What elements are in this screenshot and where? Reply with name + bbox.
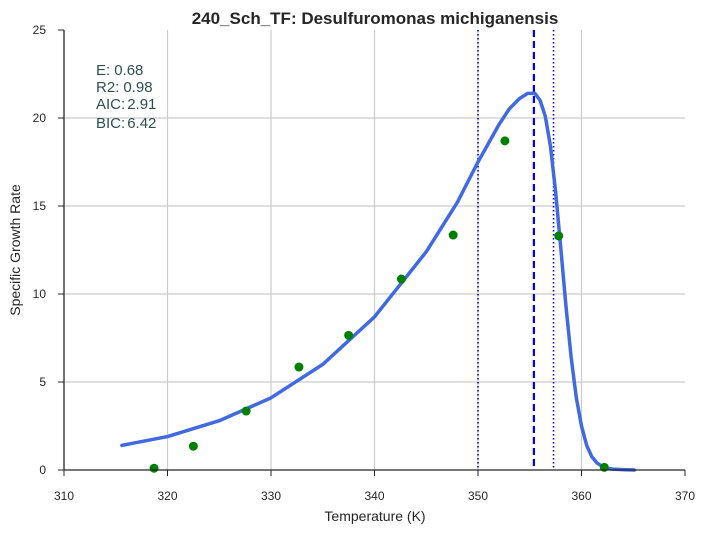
y-tick-label: 20: [33, 111, 47, 125]
data-point: [396, 274, 406, 284]
svg-text:E:0.68: E: 0.68: [96, 62, 143, 79]
stat-e-label: E:: [96, 62, 110, 79]
data-point: [448, 230, 458, 240]
svg-text:R2:0.98: R2: 0.98: [96, 79, 153, 96]
reference-lines: [477, 30, 555, 470]
data-point: [344, 330, 354, 340]
data-point: [500, 136, 510, 146]
data-point: [149, 463, 159, 473]
stat-bic-value: 6.42: [127, 115, 156, 132]
y-tick-label: 0: [39, 463, 46, 477]
stat-e-value: 0.68: [114, 62, 143, 79]
stat-aic-label: AIC:: [96, 96, 125, 113]
x-tick-label: 360: [571, 489, 591, 503]
data-point: [241, 406, 251, 416]
x-tick-label: 370: [675, 489, 695, 503]
y-tick-label: 10: [33, 287, 47, 301]
stat-bic-label: BIC:: [96, 115, 125, 132]
grid: [64, 30, 685, 470]
y-tick-label: 5: [39, 375, 46, 389]
data-point: [188, 441, 198, 451]
stats-annotation: E: 0.68 R2: 0.98 AIC: 2.91 BIC: 6.42: [96, 62, 156, 132]
x-axis-label: Temperature (K): [324, 508, 425, 524]
y-axis-label: Specific Growth Rate: [7, 184, 23, 316]
data-point: [294, 362, 304, 372]
x-tick-label: 350: [468, 489, 488, 503]
stat-r2-label: R2:: [96, 79, 119, 96]
x-tick-label: 340: [364, 489, 384, 503]
stat-aic-value: 2.91: [127, 96, 156, 113]
svg-text:BIC:6.42: BIC: 6.42: [96, 115, 156, 132]
y-tick-label: 25: [33, 23, 47, 37]
stat-r2-value: 0.98: [123, 79, 152, 96]
axes: [58, 29, 686, 476]
data-point: [554, 231, 564, 241]
x-tick-label: 330: [261, 489, 281, 503]
fit-curve: [120, 91, 637, 472]
y-tick-label: 15: [33, 199, 47, 213]
chart-title: 240_Sch_TF: Desulfuromonas michiganensis: [192, 9, 559, 28]
x-tick-label: 310: [54, 489, 74, 503]
svg-text:AIC:2.91: AIC: 2.91: [96, 96, 156, 113]
tick-labels: 310 320 330 340 350 360 370 0 5 10 15 20 25: [33, 23, 696, 503]
x-tick-label: 320: [157, 489, 177, 503]
